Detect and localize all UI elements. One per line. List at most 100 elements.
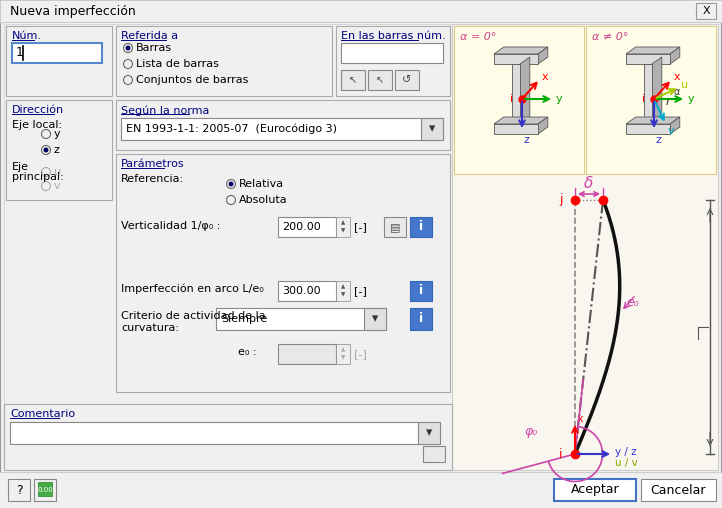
Polygon shape — [626, 117, 680, 124]
Text: [-]: [-] — [354, 222, 367, 232]
Circle shape — [126, 46, 131, 50]
Bar — [341, 43, 443, 63]
Text: α ≠ 0°: α ≠ 0° — [592, 32, 628, 42]
Text: v: v — [668, 126, 674, 136]
Text: ↖: ↖ — [376, 75, 384, 85]
Text: Nueva imperfección: Nueva imperfección — [10, 5, 136, 17]
Polygon shape — [520, 57, 530, 124]
Text: z: z — [524, 135, 530, 145]
Text: u / v: u / v — [615, 458, 638, 468]
Text: u: u — [54, 167, 61, 177]
Polygon shape — [670, 47, 680, 64]
Text: ▲: ▲ — [341, 220, 345, 226]
Text: u: u — [682, 80, 689, 90]
Text: e₀: e₀ — [626, 296, 639, 309]
Text: curvatura:: curvatura: — [121, 323, 179, 333]
Text: ↺: ↺ — [402, 75, 412, 85]
Text: x: x — [674, 72, 681, 82]
Bar — [336, 26, 450, 96]
Text: 1: 1 — [16, 47, 24, 59]
Bar — [554, 479, 636, 501]
Text: z: z — [656, 135, 662, 145]
Text: ▾: ▾ — [426, 427, 432, 439]
Bar — [0, 472, 722, 508]
Bar — [38, 482, 52, 496]
Polygon shape — [644, 64, 652, 124]
Text: j: j — [560, 194, 562, 206]
Bar — [452, 24, 718, 470]
Bar — [4, 404, 452, 470]
Text: x: x — [542, 72, 549, 82]
Text: ▲: ▲ — [341, 284, 345, 290]
Bar — [586, 26, 716, 174]
Polygon shape — [626, 47, 680, 54]
Bar — [696, 3, 716, 19]
Text: [-]: [-] — [354, 286, 367, 296]
Text: i: i — [419, 284, 423, 298]
Text: Barras: Barras — [136, 43, 172, 53]
Text: ▼: ▼ — [341, 356, 345, 361]
Text: Criterio de actividad de la: Criterio de actividad de la — [121, 311, 266, 321]
Bar — [121, 118, 443, 140]
Bar — [368, 70, 392, 90]
Polygon shape — [494, 117, 548, 124]
Bar — [216, 308, 386, 330]
Text: δ: δ — [584, 176, 593, 192]
Text: Conjuntos de barras: Conjuntos de barras — [136, 75, 248, 85]
Text: α: α — [674, 87, 680, 97]
Bar — [12, 43, 102, 63]
Text: α = 0°: α = 0° — [460, 32, 497, 42]
Text: y: y — [556, 94, 562, 104]
Text: ▲: ▲ — [341, 347, 345, 353]
Text: ▼: ▼ — [341, 229, 345, 234]
Bar — [116, 100, 450, 150]
Text: Eje local:: Eje local: — [12, 120, 62, 130]
Bar — [34, 479, 56, 501]
Bar — [4, 24, 452, 470]
Bar — [454, 26, 584, 174]
Text: Según la norma: Según la norma — [121, 105, 209, 115]
Text: 300.00: 300.00 — [282, 286, 321, 296]
Text: Cancelar: Cancelar — [651, 484, 705, 496]
Text: Parámetros: Parámetros — [121, 159, 185, 169]
Text: i: i — [510, 94, 513, 104]
Text: ▾: ▾ — [372, 312, 378, 326]
Bar — [423, 446, 445, 462]
Text: Verticalidad 1/φ₀ :: Verticalidad 1/φ₀ : — [121, 221, 220, 231]
Bar — [410, 217, 432, 237]
Bar — [418, 422, 440, 444]
Polygon shape — [494, 47, 548, 54]
Text: Referencia:: Referencia: — [121, 174, 184, 184]
Text: Siempre: Siempre — [221, 314, 267, 324]
Text: Eje: Eje — [12, 162, 29, 172]
Text: i: i — [419, 312, 423, 326]
Circle shape — [43, 147, 48, 152]
Text: principal:: principal: — [12, 172, 64, 182]
Text: ▤: ▤ — [390, 222, 400, 232]
Circle shape — [228, 181, 233, 186]
Text: Relativa: Relativa — [239, 179, 284, 189]
Text: Núm.: Núm. — [12, 31, 42, 41]
Text: ?: ? — [16, 484, 22, 496]
Polygon shape — [512, 64, 520, 124]
Text: i: i — [560, 448, 562, 460]
Text: X: X — [703, 6, 710, 16]
Text: i: i — [419, 220, 423, 234]
Bar — [6, 26, 112, 96]
Text: i: i — [643, 94, 645, 104]
Bar — [8, 479, 30, 501]
Polygon shape — [538, 47, 548, 64]
Text: Comentario: Comentario — [10, 409, 75, 419]
Bar — [336, 281, 350, 301]
Polygon shape — [652, 57, 662, 124]
Bar — [364, 308, 386, 330]
Text: ▼: ▼ — [341, 293, 345, 298]
Text: 0.00: 0.00 — [37, 487, 53, 493]
Text: y: y — [54, 129, 61, 139]
Bar — [395, 70, 419, 90]
Bar — [6, 100, 112, 200]
Bar — [278, 217, 336, 237]
Text: Lista de barras: Lista de barras — [136, 59, 219, 69]
Text: ▾: ▾ — [429, 122, 435, 136]
Bar — [278, 344, 336, 364]
